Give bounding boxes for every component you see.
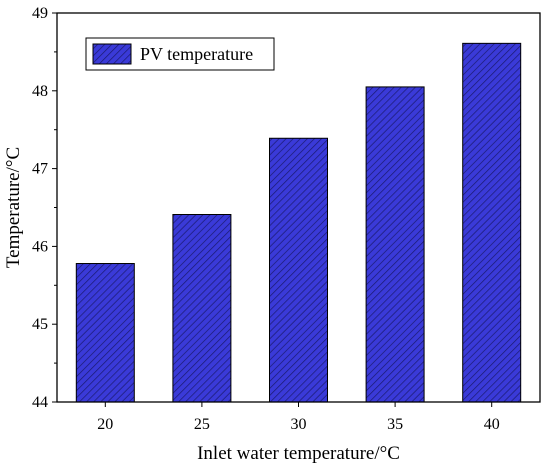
y-tick-label: 48 [32, 83, 48, 100]
bar-25 [172, 214, 232, 403]
x-tick-label: 20 [97, 416, 113, 433]
y-tick-label: 47 [32, 161, 48, 178]
x-tick-label: 25 [194, 416, 210, 433]
bars-group [75, 42, 522, 403]
y-tick-label: 49 [32, 5, 48, 22]
x-tick-label: 35 [387, 416, 403, 433]
plot-frame [56, 12, 541, 403]
x-axis-ticks: 20 25 30 35 40 [97, 402, 500, 433]
y-axis-ticks: 44 45 46 47 48 49 [32, 5, 57, 411]
bar-40 [462, 42, 522, 403]
legend: PV temperature [85, 37, 275, 71]
y-tick-label: 44 [32, 394, 48, 411]
y-tick-label: 46 [32, 238, 48, 255]
x-tick-label: 40 [484, 416, 500, 433]
y-tick-label: 45 [32, 316, 48, 333]
y-axis-title: Temperature/°C [3, 147, 24, 268]
x-tick-label: 30 [291, 416, 307, 433]
legend-label: PV temperature [140, 44, 253, 64]
bar-35 [365, 86, 425, 403]
legend-swatch [92, 43, 132, 65]
x-axis-title: Inlet water temperature/°C [197, 443, 400, 464]
bar-30 [269, 137, 328, 403]
bar-20 [75, 263, 135, 403]
